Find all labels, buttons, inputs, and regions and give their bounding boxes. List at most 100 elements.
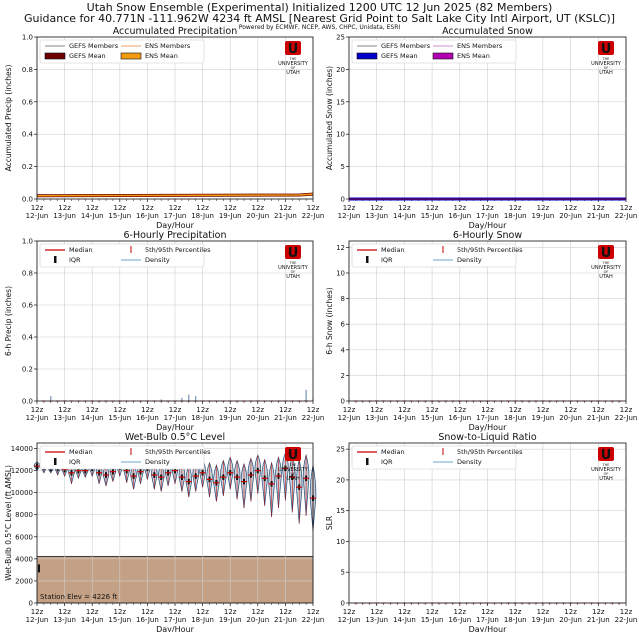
y-tick-label: 10 xyxy=(336,131,345,139)
x-tick-label: 21-Jun xyxy=(587,616,610,624)
y-tick-label: 15 xyxy=(336,98,345,106)
y-tick-label: 0 xyxy=(341,196,345,204)
x-tick-label: 12z xyxy=(343,204,356,212)
y-tick-label: 5 xyxy=(341,163,345,171)
x-tick-label: 12z xyxy=(481,406,494,414)
x-tick-label: 12z xyxy=(86,406,99,414)
legend-swatch xyxy=(366,458,369,465)
legend-label: ENS Members xyxy=(145,42,191,50)
y-tick-label: 0.0 xyxy=(22,398,33,406)
x-tick-label: 16-Jun xyxy=(136,616,159,624)
logo-letter: U xyxy=(288,42,299,57)
x-axis-label: Day/Hour xyxy=(156,625,194,632)
figure-credits: Powered by ECMWF, NCEP, AWS, CHPC, Unida… xyxy=(238,24,401,31)
legend: GEFS Members ENS Members GEFS Mean ENS Mean xyxy=(39,39,205,64)
station-iqr-mark xyxy=(38,564,40,573)
y-axis-label: Accumulated Snow (inches) xyxy=(325,66,334,170)
logo-text: OF xyxy=(604,66,609,70)
x-tick-label: 18-Jun xyxy=(504,616,527,624)
y-tick-label: 0 xyxy=(29,600,33,608)
legend-label: IQR xyxy=(381,458,393,466)
x-tick-label: 12z xyxy=(141,406,154,414)
logo-text: THE xyxy=(289,261,297,265)
x-tick-label: 12z xyxy=(509,406,522,414)
y-tick-label: 2000 xyxy=(15,577,33,585)
y-tick-label: 2 xyxy=(341,372,345,380)
x-tick-label: 12z xyxy=(537,406,550,414)
x-tick-label: 16-Jun xyxy=(448,616,471,624)
x-tick-label: 12-Jun xyxy=(26,616,49,624)
x-tick-label: 15-Jun xyxy=(108,212,131,220)
logo-text: UTAH xyxy=(286,70,300,76)
y-tick-label: 5 xyxy=(341,569,345,577)
x-tick-label: 15-Jun xyxy=(421,212,444,220)
x-tick-label: 12z xyxy=(224,608,237,616)
x-tick-label: 12z xyxy=(481,204,494,212)
logo-letter: U xyxy=(601,448,612,463)
logo-text: UTAH xyxy=(599,70,613,76)
legend-swatch xyxy=(54,458,57,465)
x-tick-label: 21-Jun xyxy=(274,616,297,624)
x-tick-label: 18-Jun xyxy=(191,616,214,624)
x-tick-label: 12-Jun xyxy=(338,212,361,220)
plot-frame xyxy=(348,442,627,604)
y-tick-label: 6 xyxy=(341,321,346,329)
x-tick-label: 17-Jun xyxy=(476,616,499,624)
x-tick-label: 12z xyxy=(564,406,577,414)
x-tick-label: 16-Jun xyxy=(448,414,471,422)
x-tick-label: 12z xyxy=(279,608,292,616)
chart-title: Accumulated Snow xyxy=(442,26,533,37)
x-tick-label: 16-Jun xyxy=(136,212,159,220)
x-tick-label: 13-Jun xyxy=(365,212,388,220)
legend-label: GEFS Mean xyxy=(381,52,418,60)
legend-label: IQR xyxy=(69,256,81,264)
x-tick-label: 22-Jun xyxy=(615,616,638,624)
logo-text: THE xyxy=(289,463,297,467)
x-tick-label: 12z xyxy=(509,608,522,616)
x-tick-label: 12z xyxy=(224,406,237,414)
logo-text: UTAH xyxy=(599,274,613,280)
logo-block xyxy=(285,41,301,55)
y-tick-label: 10 xyxy=(336,538,345,546)
x-tick-label: 12z xyxy=(370,608,383,616)
y-tick-label: 10000 xyxy=(11,489,33,497)
x-tick-label: 12z xyxy=(307,608,320,616)
chart-panel-4: 12z12-Jun12z13-Jun12z14-Jun12z15-Jun12z1… xyxy=(4,432,324,632)
y-axis-label: Wet-Bulb 0.5°C Level (ft AMSL) xyxy=(4,465,13,581)
x-tick-label: 12z xyxy=(592,608,605,616)
logo-letter: U xyxy=(601,246,612,261)
x-tick-label: 18-Jun xyxy=(504,414,527,422)
x-tick-label: 12z xyxy=(481,608,494,616)
legend: Median 5th/95th Percentiles IQR Density xyxy=(351,243,523,268)
x-tick-label: 16-Jun xyxy=(448,212,471,220)
x-tick-label: 12z xyxy=(454,608,467,616)
legend-label: Median xyxy=(381,246,405,254)
x-tick-label: 21-Jun xyxy=(274,414,297,422)
x-tick-label: 19-Jun xyxy=(219,616,242,624)
legend-label: ENS Mean xyxy=(145,52,178,60)
chart-panel-5: 12z12-Jun12z13-Jun12z14-Jun12z15-Jun12z1… xyxy=(325,432,637,632)
x-tick-label: 14-Jun xyxy=(393,616,416,624)
logo-block xyxy=(285,245,301,259)
y-tick-label: 0.8 xyxy=(22,270,33,278)
x-tick-label: 15-Jun xyxy=(421,414,444,422)
x-tick-label: 20-Jun xyxy=(559,212,582,220)
x-tick-label: 22-Jun xyxy=(302,212,325,220)
legend-label: ENS Members xyxy=(457,42,503,50)
y-tick-label: 0.8 xyxy=(22,66,33,74)
y-tick-label: 0.2 xyxy=(22,366,33,374)
chart-title: Wet-Bulb 0.5°C Level xyxy=(125,432,225,443)
x-tick-label: 12z xyxy=(426,406,439,414)
legend: Median 5th/95th Percentiles IQR Density xyxy=(39,445,211,470)
chart-title: Accumulated Precipitation xyxy=(113,26,238,37)
x-tick-label: 12z xyxy=(509,204,522,212)
logo-block xyxy=(598,245,614,259)
x-tick-label: 12z xyxy=(196,204,209,212)
x-tick-label: 12z xyxy=(398,204,411,212)
x-tick-label: 13-Jun xyxy=(365,414,388,422)
logo-text: UNIVERSITY xyxy=(591,61,622,67)
logo-text: OF xyxy=(291,66,296,70)
